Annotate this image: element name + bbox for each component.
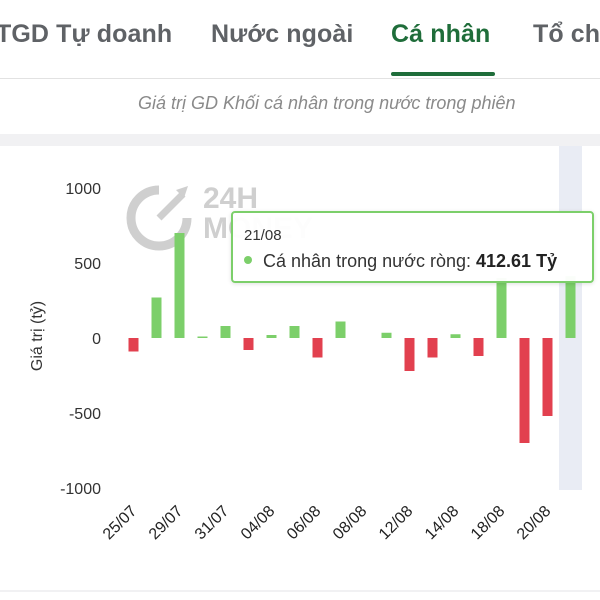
active-tab-indicator [391,72,495,76]
tooltip-value: 412.61 Tỷ [476,251,558,271]
bar-29-07[interactable] [174,233,185,338]
tooltip-row: Cá nhân trong nước ròng: 412.61 Tỷ [244,251,557,272]
bar-04-08[interactable] [266,335,277,338]
tooltip-series-label: Cá nhân trong nước ròng: [263,251,471,271]
subtitle-bar: Giá trị GD Khối cá nhân trong nước trong… [0,79,600,134]
tab-nuoc-ngoai[interactable]: Nước ngoài [211,20,354,48]
x-tick-label: 20/08 [514,503,554,543]
x-tick-label: 29/07 [146,503,186,543]
bar-06-08[interactable] [312,338,323,358]
tab-to-chuc[interactable]: Tổ chức [533,20,600,48]
x-tick-label: 12/08 [376,503,416,543]
x-tick-label: 31/07 [192,503,232,543]
bar-25-07[interactable] [128,338,139,352]
tab-bar: TGD Tự doanh Nước ngoài Cá nhân Tổ chức [0,0,600,79]
bar-18-08[interactable] [496,278,507,338]
bar-19-08[interactable] [519,338,530,443]
bar-15-08[interactable] [473,338,484,356]
tab-tgd-tu-doanh[interactable]: TGD Tự doanh [0,20,173,48]
bar-31-07[interactable] [220,326,231,338]
y-tick-label: 0 [92,331,101,348]
bar-13-08[interactable] [427,338,438,358]
next-section-card [0,592,600,600]
y-axis-title: Giá trị (tỷ) [29,301,46,371]
bar-14-08[interactable] [450,334,461,338]
x-tick-label: 04/08 [238,503,278,543]
tab-ca-nhan[interactable]: Cá nhân [391,20,491,48]
x-tick-label: 14/08 [422,503,462,543]
bar-01-08[interactable] [243,338,254,350]
chart-subtitle: Giá trị GD Khối cá nhân trong nước trong… [138,93,516,113]
bar-30-07[interactable] [197,336,208,339]
bar-07-08[interactable] [335,321,346,339]
x-tick-label: 18/08 [468,503,508,543]
x-tick-label: 25/07 [100,503,140,543]
y-tick-label: 1000 [65,181,101,198]
bar-05-08[interactable] [289,326,300,338]
x-tick-label: 08/08 [330,503,370,543]
chart-tooltip: 21/08 Cá nhân trong nước ròng: 412.61 Tỷ [231,211,594,283]
watermark-text-line1: 24H [203,182,258,215]
bar-12-08[interactable] [404,338,415,371]
bar-09-08[interactable] [381,332,392,338]
tooltip-series-dot [244,256,252,265]
y-tick-label: -1000 [60,481,101,498]
x-tick-label: 06/08 [284,503,324,543]
bar-26-07[interactable] [151,297,162,339]
bar-20-08[interactable] [542,338,553,416]
y-tick-label: 500 [74,256,101,273]
tooltip-date: 21/08 [244,227,282,244]
y-tick-label: -500 [69,406,101,423]
bar-21-08[interactable] [565,276,576,338]
